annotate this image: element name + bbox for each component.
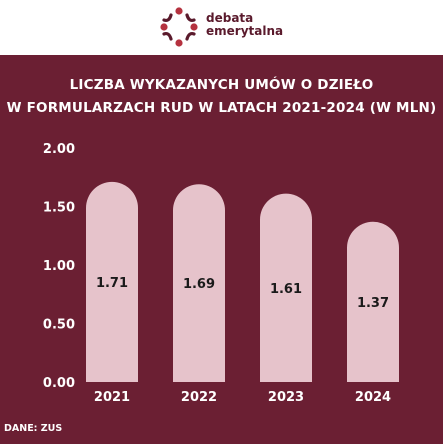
x-tick-label: 2024: [355, 390, 391, 405]
x-tick-label: 2023: [268, 390, 304, 405]
debata-emerytalna-logo-icon: [160, 7, 198, 47]
y-tick-label: 0.50: [43, 318, 75, 333]
bar-value-label: 1.61: [270, 282, 302, 297]
brand-line-1: debata: [206, 11, 254, 25]
bar-value-label: 1.71: [96, 276, 128, 291]
logo-arc-bottom-right: [185, 31, 196, 41]
chart-title-line-1: LICZBA WYKAZANYCH UMÓW O DZIEŁO: [69, 77, 374, 93]
data-source: DANE: ZUS: [4, 423, 63, 434]
y-tick-label: 2.00: [43, 142, 75, 157]
x-tick-label: 2022: [181, 390, 217, 405]
brand-line-2: emerytalna: [206, 24, 284, 38]
bar-2021: [86, 181, 138, 382]
chart-title: LICZBA WYKAZANYCH UMÓW O DZIEŁO W FORMUL…: [0, 74, 443, 120]
y-tick-label: 1.50: [43, 201, 75, 216]
y-tick-label: 0.00: [43, 376, 75, 391]
logo-arc-top-left: [162, 13, 173, 23]
logo-dot-right: [190, 23, 198, 31]
chart-title-line-2: W FORMULARZACH RUD W LATACH 2021-2024 (W…: [6, 100, 437, 116]
logo-arc-top-right: [185, 13, 196, 23]
logo-dot-top: [175, 7, 183, 15]
header-bar: debata emerytalna: [0, 0, 443, 55]
logo-dot-bottom: [175, 39, 183, 47]
brand-name: debata emerytalna: [206, 12, 283, 38]
logo-arc-bottom-left: [162, 31, 173, 41]
bar-value-label: 1.69: [183, 277, 215, 292]
x-tick-label: 2021: [94, 390, 130, 405]
bar-value-label: 1.37: [357, 296, 389, 311]
bar-2023: [260, 193, 312, 382]
logo-dot-left: [160, 23, 168, 31]
bar-2024: [347, 221, 399, 382]
bar-2022: [173, 184, 226, 382]
y-tick-label: 1.00: [43, 259, 75, 274]
